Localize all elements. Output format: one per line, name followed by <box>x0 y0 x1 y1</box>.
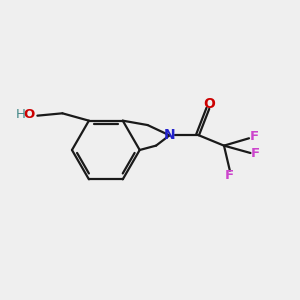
Text: F: F <box>225 169 234 182</box>
Text: F: F <box>251 146 260 160</box>
Text: O: O <box>203 98 215 111</box>
Text: H: H <box>16 108 26 121</box>
Text: F: F <box>250 130 259 143</box>
Text: N: N <box>164 128 175 142</box>
Text: O: O <box>24 108 35 121</box>
